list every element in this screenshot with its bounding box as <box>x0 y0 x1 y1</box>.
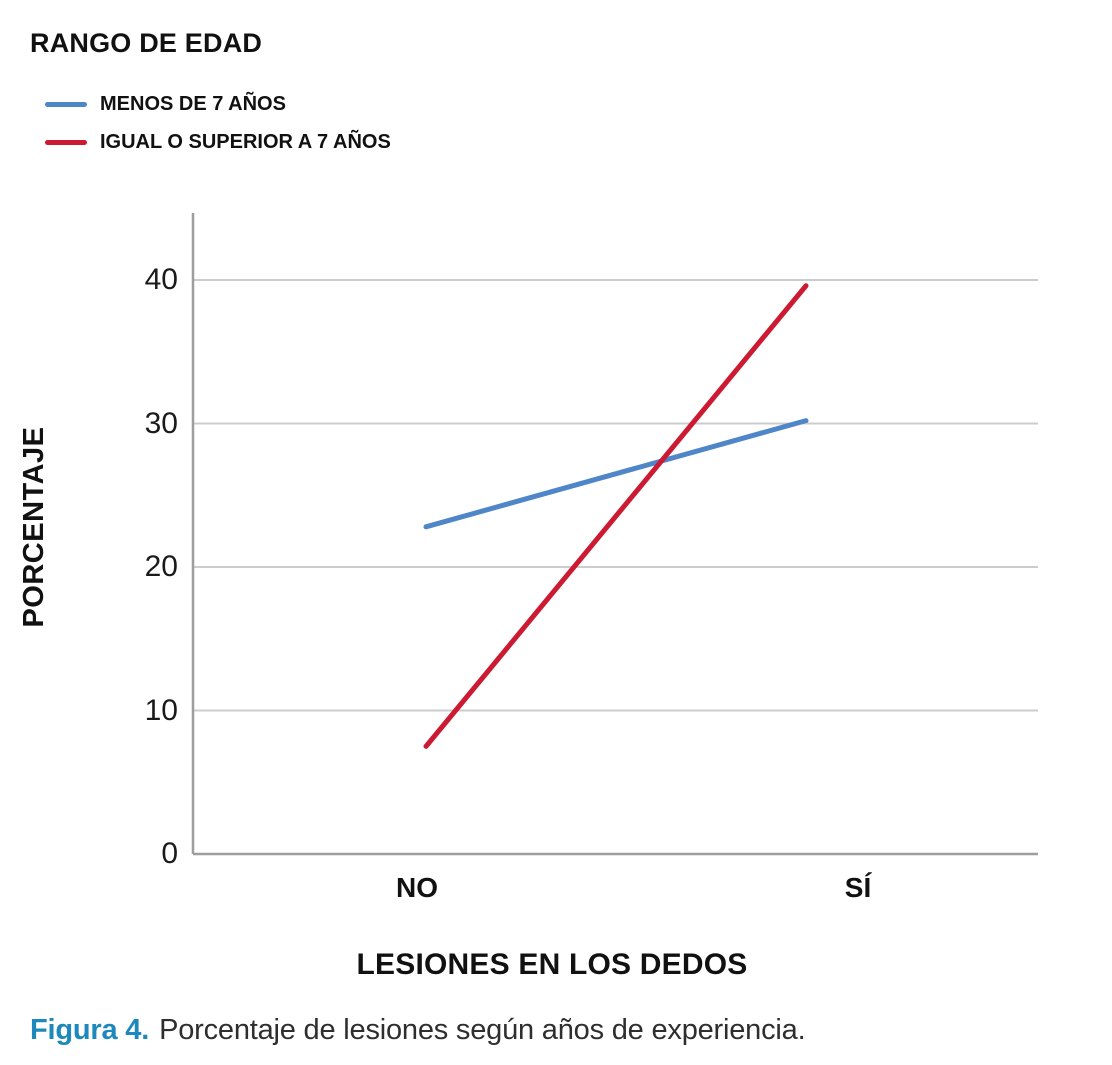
legend-item-1: IGUAL O SUPERIOR A 7 AÑOS <box>45 130 391 154</box>
legend-item-label-1: IGUAL O SUPERIOR A 7 AÑOS <box>100 130 391 153</box>
y-tick-label-30: 30 <box>144 406 178 440</box>
y-tick-label-10: 10 <box>144 693 178 727</box>
y-tick-label-40: 40 <box>144 263 178 296</box>
legend-item-label-0: MENOS DE 7 AÑOS <box>100 92 286 115</box>
legend-line-swatch-1 <box>45 139 87 145</box>
figure-caption-label: Figura 4. <box>30 1014 150 1046</box>
legend-item-0: MENOS DE 7 AÑOS <box>45 92 391 116</box>
legend-title: RANGO DE EDAD <box>30 28 263 58</box>
y-tick-label-20: 20 <box>144 550 178 583</box>
figure-caption: Figura 4. Porcentaje de lesiones según añ… <box>30 1014 806 1047</box>
series-line-0 <box>423 418 809 530</box>
y-tick-label-0: 0 <box>161 837 178 870</box>
x-tick-label-1: SÍ <box>844 872 872 903</box>
x-axis-title: LESIONES EN LOS DEDOS <box>356 948 748 981</box>
x-tick-label-0: NO <box>396 872 438 903</box>
legend-items: MENOS DE 7 AÑOS IGUAL O SUPERIOR A 7 AÑOS <box>45 92 391 154</box>
figure-caption-text: Porcentaje de lesiones según años de exp… <box>159 1014 806 1046</box>
legend-line-swatch-0 <box>45 101 87 107</box>
y-axis-title: PORCENTAJE <box>18 426 50 628</box>
series-line-1 <box>423 283 809 749</box>
